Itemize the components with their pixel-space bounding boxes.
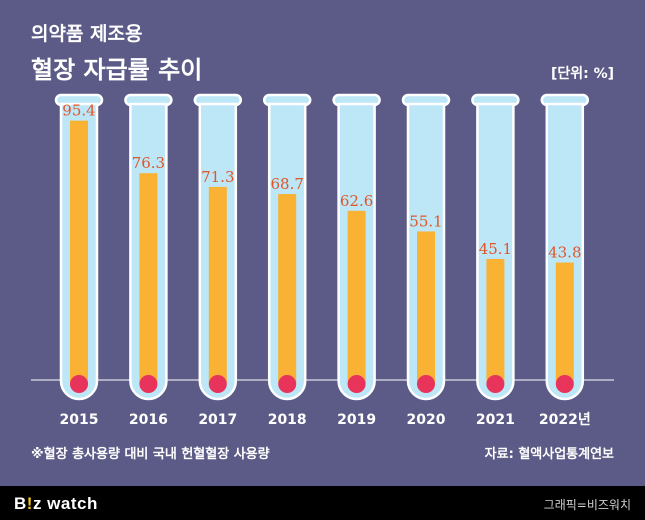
- x-tick-label: 2017: [198, 412, 237, 428]
- tube-bulb: [555, 375, 574, 393]
- bizwatch-logo: B!z watch: [14, 494, 98, 514]
- data-label: 95.4: [62, 102, 95, 120]
- logo-text: z watch: [32, 494, 98, 513]
- source-label: 자료: 혈액사업통계연보: [484, 447, 614, 462]
- logo-letter: B: [14, 494, 27, 513]
- graphic-credit: 그래픽=비즈워치: [543, 498, 631, 512]
- tube-bulb: [70, 375, 88, 393]
- chart-area: 95.4 2015 76.3 2016 71.3 2017 68.7 2018 62.6 2019…: [31, 93, 614, 428]
- footnote: ※혈장 총사용량 대비 국내 헌혈혈장 사용량: [31, 447, 270, 462]
- tube-bulb: [486, 375, 505, 393]
- bar: [555, 262, 574, 383]
- chart-title: 혈장 자급률 추이: [31, 56, 203, 84]
- bar: [208, 186, 227, 383]
- x-tick-label: 2015: [60, 412, 99, 428]
- data-label: 45.1: [479, 240, 512, 258]
- x-tick-label: 2019: [337, 412, 376, 428]
- data-label: 76.3: [132, 154, 165, 172]
- unit-label: [단위: %]: [550, 66, 614, 82]
- bar: [417, 231, 435, 383]
- bar: [486, 258, 505, 383]
- data-label: 71.3: [201, 168, 234, 186]
- bar: [347, 210, 366, 383]
- bar: [139, 173, 158, 383]
- bar: [70, 120, 88, 384]
- tube-bulb: [139, 375, 158, 393]
- bar: [278, 194, 297, 383]
- tube-bulb: [208, 375, 227, 393]
- tube-bulb: [417, 375, 435, 393]
- data-label: 62.6: [340, 192, 373, 210]
- x-tick-label: 2016: [129, 412, 168, 428]
- data-label: 68.7: [270, 175, 303, 193]
- data-label: 55.1: [409, 212, 442, 230]
- data-label: 43.8: [548, 244, 581, 262]
- x-tick-label: 2022년: [539, 412, 591, 428]
- x-tick-label: 2021: [476, 412, 515, 428]
- x-tick-label: 2018: [268, 412, 307, 428]
- tube-bulb: [278, 375, 297, 393]
- chart-subtitle: 의약품 제조용: [31, 23, 143, 45]
- logo-mark: !: [26, 494, 33, 513]
- x-tick-label: 2020: [407, 412, 446, 428]
- tube-bulb: [347, 375, 366, 393]
- footer-bar: B!z watch 그래픽=비즈워치: [0, 486, 645, 520]
